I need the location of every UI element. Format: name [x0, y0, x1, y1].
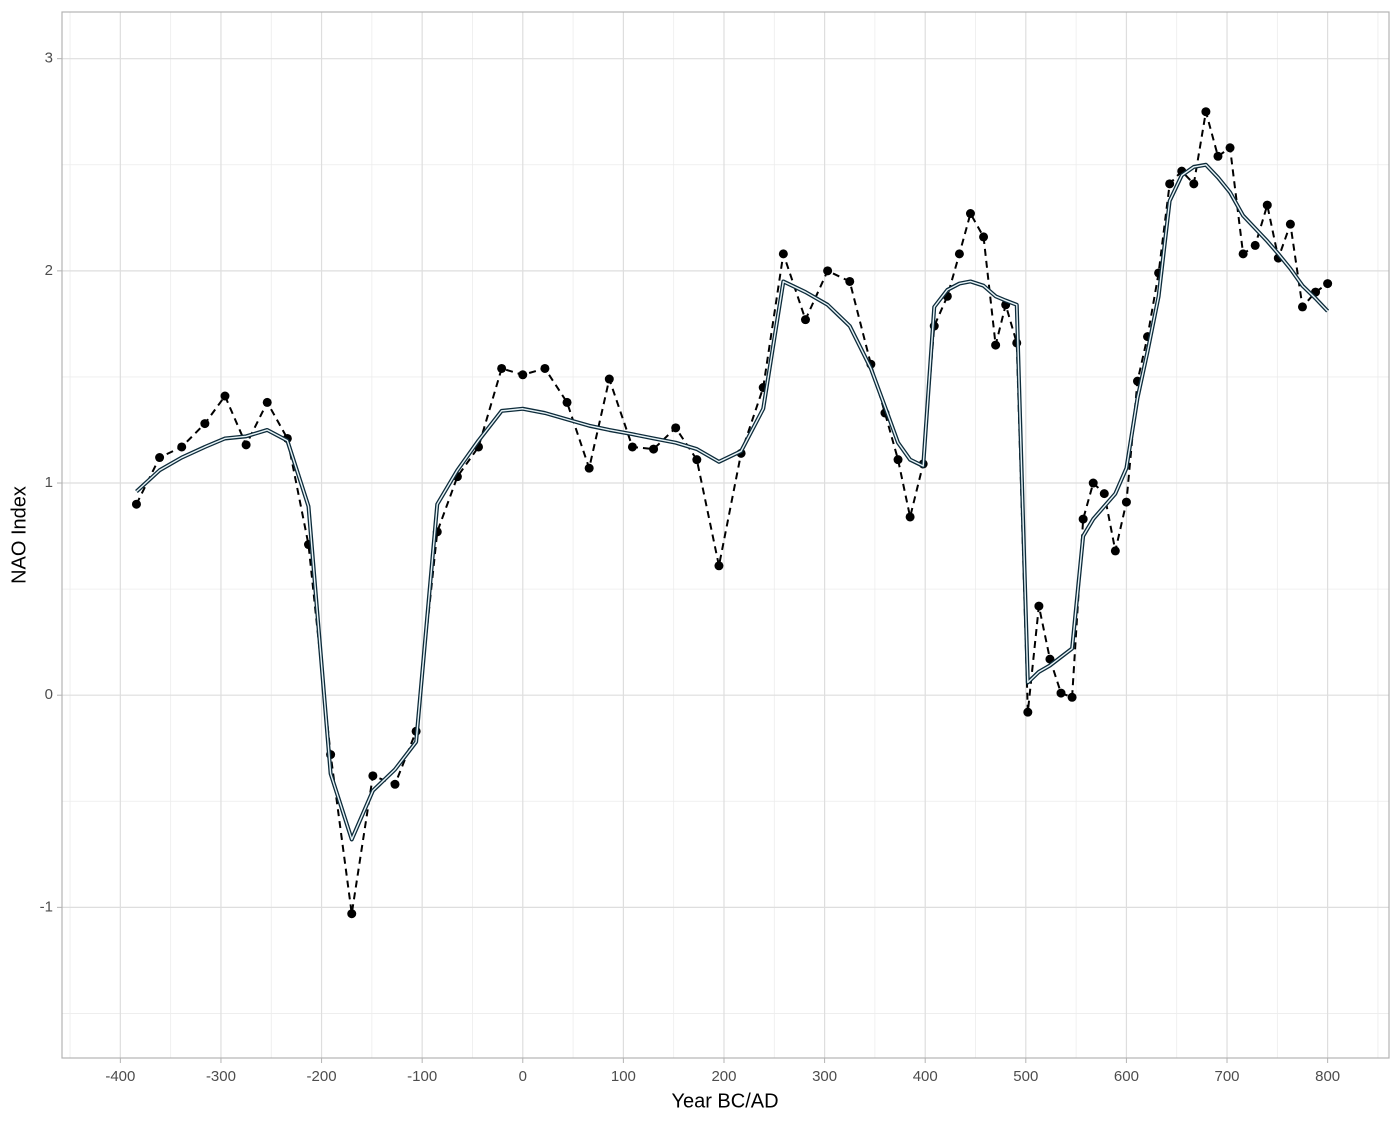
- x-tick-label: -400: [105, 1068, 135, 1085]
- data-point: [562, 397, 572, 407]
- data-point: [368, 771, 378, 781]
- data-point: [714, 561, 724, 571]
- data-point: [518, 370, 528, 380]
- data-point: [1110, 546, 1120, 556]
- data-point: [1121, 497, 1131, 507]
- data-point: [965, 209, 975, 219]
- data-point: [800, 315, 810, 325]
- data-point: [671, 423, 681, 433]
- x-tick-label: 0: [519, 1068, 527, 1085]
- data-point: [1297, 302, 1307, 312]
- data-point: [991, 340, 1001, 350]
- data-point: [347, 909, 357, 919]
- x-tick-label: 700: [1215, 1068, 1240, 1085]
- y-axis-title: NAO Index: [8, 486, 30, 584]
- plot-border: [61, 11, 1390, 1059]
- data-point: [1067, 692, 1077, 702]
- data-point: [1189, 179, 1199, 189]
- smooth-line-core: [135, 164, 1329, 841]
- data-point: [1056, 688, 1066, 698]
- data-point: [627, 442, 637, 452]
- data-point: [220, 391, 230, 401]
- data-point: [390, 779, 400, 789]
- x-tick-label: 800: [1315, 1068, 1340, 1085]
- data-point: [905, 512, 915, 522]
- data-point: [604, 374, 614, 384]
- x-axis-title: Year BC/AD: [671, 1090, 778, 1112]
- data-point: [241, 440, 251, 450]
- data-point: [1225, 143, 1235, 153]
- x-tick-label: 100: [611, 1068, 636, 1085]
- x-tick-label: -300: [206, 1068, 236, 1085]
- data-point: [979, 232, 989, 242]
- y-tick-label: 0: [45, 686, 53, 703]
- data-point: [1250, 240, 1260, 250]
- data-point: [1238, 249, 1248, 259]
- data-point: [1078, 514, 1088, 524]
- y-tick-label: 3: [45, 50, 53, 67]
- data-point: [778, 249, 788, 259]
- data-point: [1165, 179, 1175, 189]
- x-tick-label: 300: [812, 1068, 837, 1085]
- data-point: [584, 463, 594, 473]
- data-point: [262, 397, 272, 407]
- data-point: [1213, 151, 1223, 161]
- data-point: [497, 363, 507, 373]
- data-point: [1285, 219, 1295, 229]
- data-point: [1088, 478, 1098, 488]
- data-point: [200, 419, 210, 429]
- data-point: [177, 442, 187, 452]
- x-tick-label: 200: [711, 1068, 736, 1085]
- data-point: [1034, 601, 1044, 611]
- data-point: [692, 455, 702, 465]
- data-point: [954, 249, 964, 259]
- data-point: [649, 444, 659, 454]
- data-point: [1262, 200, 1272, 210]
- x-tick-label: 600: [1114, 1068, 1139, 1085]
- y-tick-label: -1: [40, 898, 53, 915]
- data-point: [131, 499, 141, 509]
- data-point: [1201, 107, 1211, 117]
- data-point: [540, 363, 550, 373]
- data-point: [1323, 279, 1333, 289]
- y-tick-label: 1: [45, 474, 53, 491]
- data-point: [1023, 707, 1033, 717]
- y-tick-label: 2: [45, 262, 53, 279]
- data-point: [1099, 489, 1109, 499]
- x-tick-label: 400: [913, 1068, 938, 1085]
- x-tick-label: 500: [1013, 1068, 1038, 1085]
- x-tick-label: -200: [307, 1068, 337, 1085]
- data-point: [893, 455, 903, 465]
- data-point: [845, 276, 855, 286]
- data-point: [155, 453, 165, 463]
- x-tick-label: -100: [407, 1068, 437, 1085]
- data-point: [823, 266, 833, 276]
